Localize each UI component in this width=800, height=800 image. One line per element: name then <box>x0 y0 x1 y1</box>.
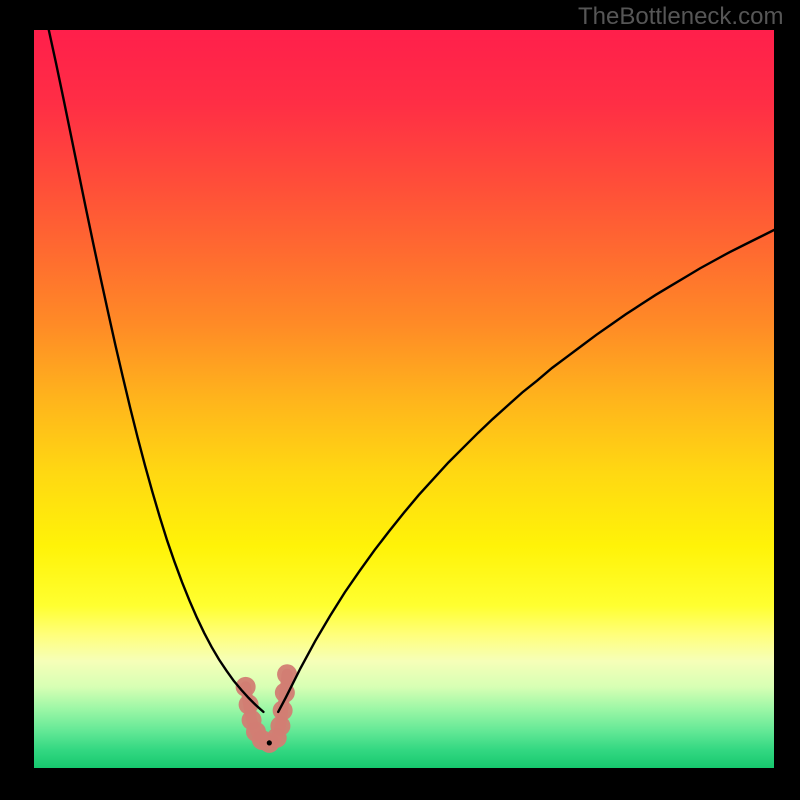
gradient-background <box>34 30 774 768</box>
watermark-label: TheBottleneck.com <box>578 3 783 31</box>
chart-svg <box>34 30 774 768</box>
trough-min-dot <box>267 740 272 745</box>
plot-area <box>34 30 774 768</box>
